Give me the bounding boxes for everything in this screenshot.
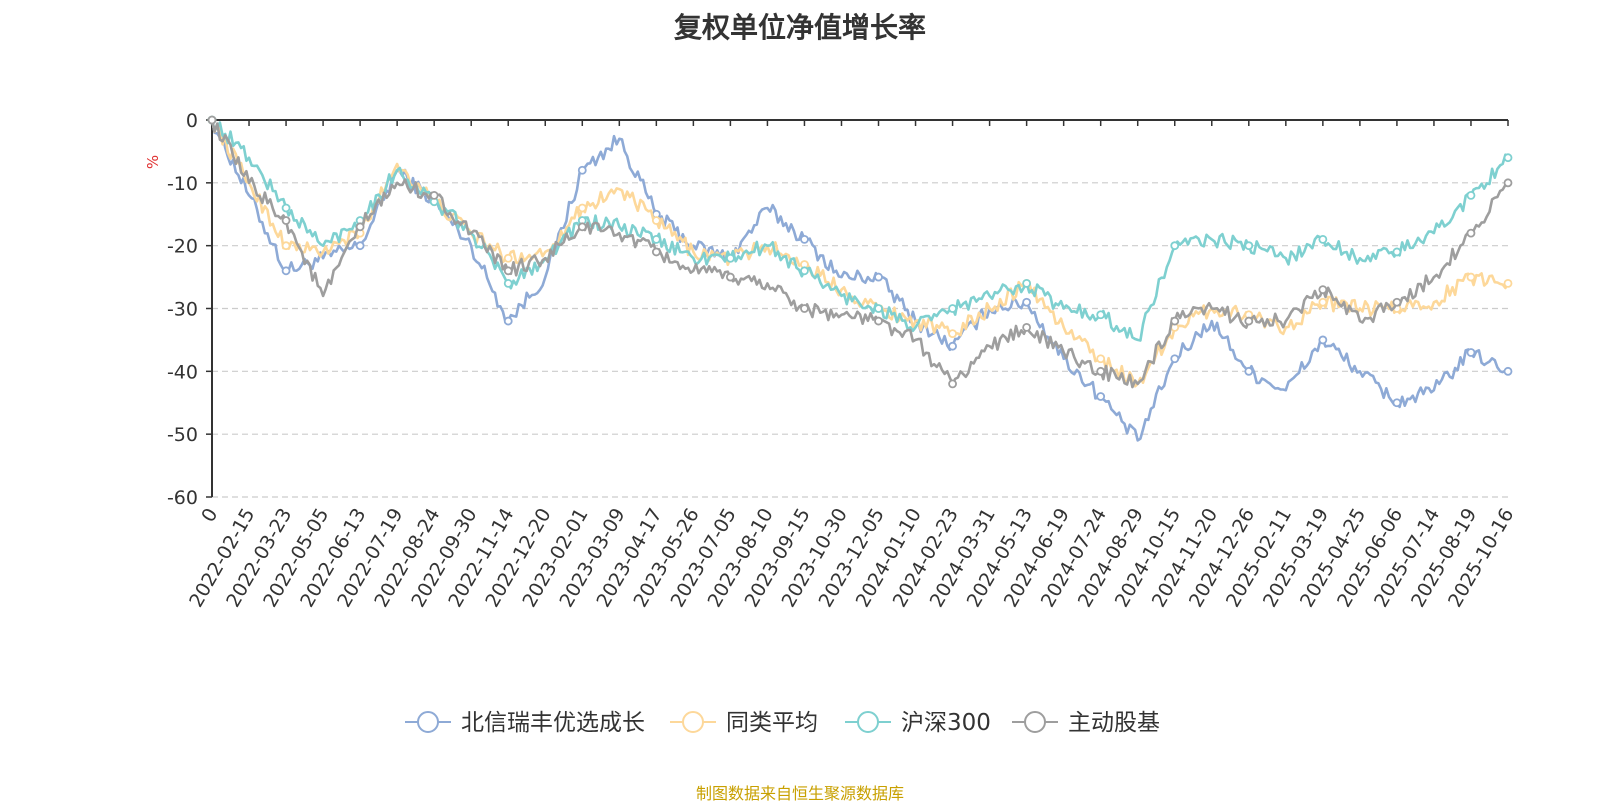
series-line [210, 119, 1510, 388]
data-point [1503, 178, 1513, 188]
data-point [1022, 322, 1032, 332]
y-tick-label: -30 [167, 299, 198, 321]
y-tick-label: -20 [167, 236, 198, 258]
legend-label: 沪深300 [901, 710, 991, 736]
legend-circle-icon [417, 711, 439, 733]
legend-circle-icon [857, 711, 879, 733]
data-point [1170, 316, 1180, 326]
data-point [874, 304, 883, 313]
data-point [1096, 354, 1106, 364]
data-point [503, 253, 513, 263]
data-point [874, 316, 883, 326]
chart-title: 复权单位净值增长率 [673, 11, 926, 44]
y-tick-label: -50 [167, 424, 198, 446]
data-point [1170, 241, 1180, 251]
data-point [577, 165, 587, 175]
data-point [1096, 392, 1106, 401]
data-point [1318, 297, 1328, 307]
legend-circle-icon [682, 711, 704, 733]
data-point [1096, 366, 1106, 376]
data-point [1318, 285, 1328, 295]
series-0 [207, 115, 1513, 442]
data-point [503, 266, 513, 276]
series-1 [207, 115, 1513, 388]
data-point [800, 304, 809, 313]
y-axis-unit-label: % [144, 155, 162, 169]
data-point [1244, 316, 1254, 326]
legend-label: 同类平均 [726, 710, 818, 736]
series-2 [207, 115, 1513, 342]
series-3 [207, 115, 1513, 389]
data-point [1244, 366, 1254, 376]
data-point [429, 190, 439, 200]
data-point [948, 379, 957, 389]
y-tick-label: -10 [167, 173, 198, 195]
series-line [210, 119, 1509, 442]
data-point [1392, 247, 1402, 257]
y-tick-label: -40 [167, 361, 198, 383]
data-point [1392, 398, 1402, 408]
data-point [1503, 153, 1513, 163]
legend-item-2[interactable]: 沪深300 [845, 710, 991, 736]
legend-circle-icon [1024, 711, 1046, 733]
data-point [1466, 228, 1476, 238]
legend-item-1[interactable]: 同类平均 [670, 710, 818, 736]
data-point [503, 316, 513, 326]
data-point [1466, 190, 1476, 200]
legend-label: 主动股基 [1068, 710, 1160, 736]
data-point [726, 272, 735, 282]
x-tick-label: 0 [197, 505, 222, 526]
legend-label: 北信瑞丰优选成长 [461, 710, 645, 736]
data-point [1096, 310, 1106, 320]
data-point [948, 341, 957, 351]
data-point [948, 304, 957, 313]
legend-item-0[interactable]: 北信瑞丰优选成长 [405, 710, 645, 736]
data-point [1022, 278, 1032, 288]
legend[interactable]: 北信瑞丰优选成长 同类平均 沪深300 主动股基 [405, 710, 1160, 736]
data-point [577, 222, 587, 232]
data-point [281, 203, 291, 213]
data-point [1466, 272, 1476, 282]
data-point [503, 278, 513, 288]
data-point [207, 115, 217, 125]
data-point [1244, 241, 1254, 251]
axis-layer: 0-10-20-30-40-50-6002022-02-152022-03-23… [167, 110, 1518, 611]
data-point [1022, 297, 1032, 307]
y-tick-label: -60 [167, 487, 198, 509]
series-line [210, 119, 1509, 342]
grid-layer [212, 182, 1508, 498]
data-point [281, 241, 291, 251]
data-point [800, 234, 809, 244]
data-point [726, 253, 735, 263]
data-point [1318, 234, 1328, 244]
data-point [651, 216, 661, 225]
data-point [355, 222, 365, 232]
data-point [1503, 366, 1513, 376]
data-point [651, 247, 661, 257]
source-footer: 制图数据来自恒生聚源数据库 [695, 784, 904, 803]
data-point [577, 203, 587, 213]
data-point [281, 266, 291, 276]
data-point [948, 329, 957, 339]
data-point [1392, 297, 1402, 307]
data-point [1318, 335, 1328, 345]
data-point [651, 234, 661, 244]
series-line [210, 119, 1509, 389]
data-point [1503, 278, 1513, 288]
y-tick-label: 0 [186, 110, 198, 132]
data-point [800, 266, 809, 276]
series-layer [207, 115, 1513, 442]
legend-item-3[interactable]: 主动股基 [1012, 710, 1160, 736]
data-point [1466, 348, 1476, 357]
data-point [355, 241, 365, 251]
data-point [1170, 354, 1180, 364]
data-point [874, 272, 883, 282]
data-point [281, 216, 291, 225]
